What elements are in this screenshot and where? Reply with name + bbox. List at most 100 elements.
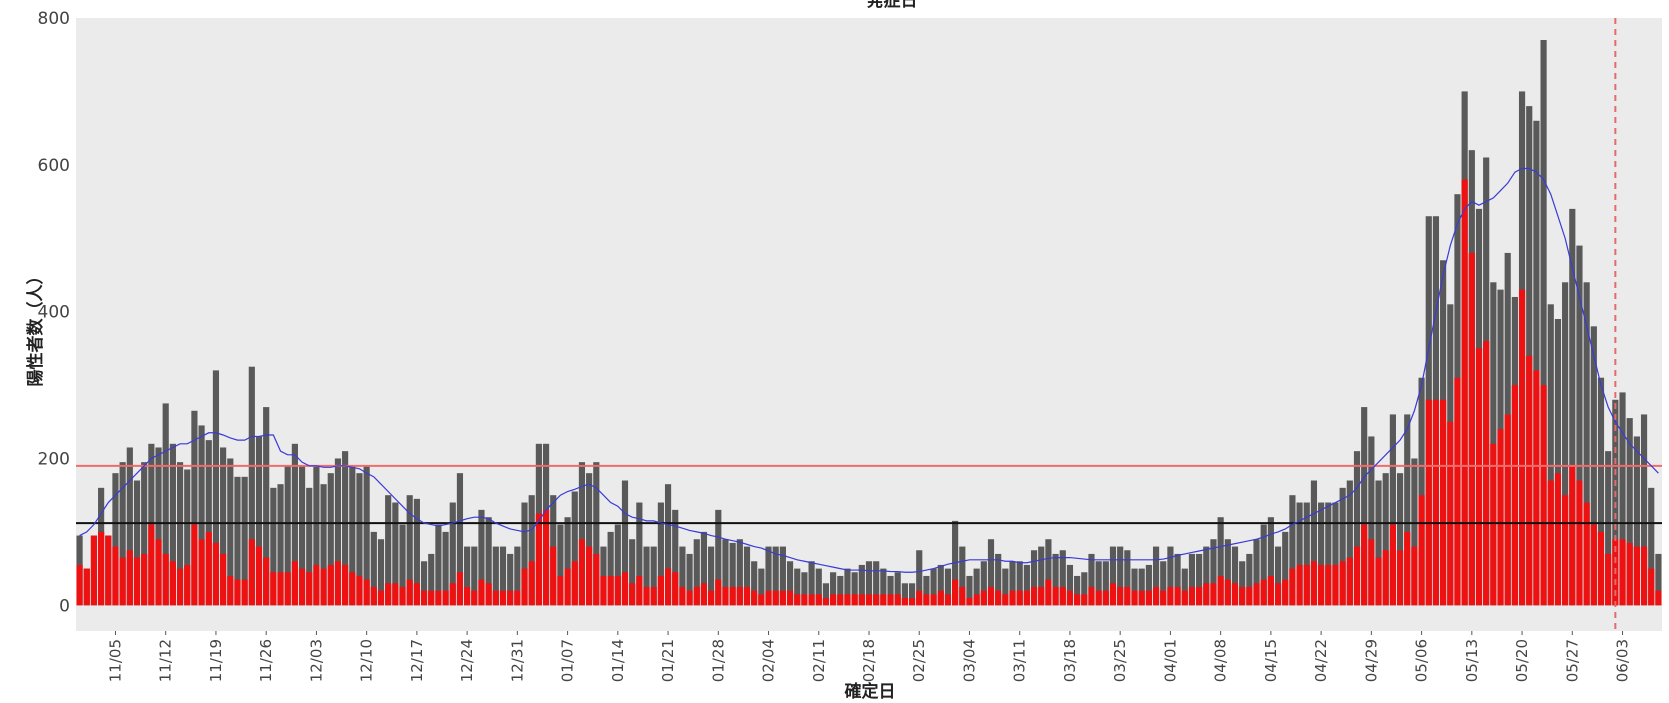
bar-subset <box>636 575 643 606</box>
bar-subset <box>643 586 650 606</box>
bar-subset <box>1353 546 1361 606</box>
bar-subset <box>1655 590 1662 606</box>
bar-total <box>1267 517 1274 606</box>
bar-subset <box>657 575 664 606</box>
bar-subset <box>1016 590 1023 606</box>
bar-subset <box>1547 480 1554 606</box>
bar-total <box>844 568 851 606</box>
bar-subset <box>342 564 349 606</box>
bar-total <box>708 546 715 606</box>
bar-total <box>1648 487 1655 606</box>
bars-subset-series <box>76 179 1662 606</box>
bar-subset <box>1454 377 1461 606</box>
bar-subset <box>1282 579 1289 606</box>
bar-total <box>284 465 291 606</box>
bar-subset <box>1425 399 1432 606</box>
bar-subset <box>1009 590 1016 606</box>
bar-subset <box>1597 531 1605 606</box>
bar-subset <box>1052 586 1059 606</box>
bar-total <box>858 564 865 606</box>
bar-total <box>126 447 133 606</box>
bar-subset <box>1468 252 1475 606</box>
bar-subset <box>629 583 636 606</box>
bar-subset <box>772 590 779 606</box>
bar-total <box>1346 480 1353 606</box>
bar-total <box>786 561 794 606</box>
bar-subset <box>1432 399 1440 606</box>
bar-subset <box>751 590 758 606</box>
bar-subset <box>184 564 191 606</box>
bar-subset <box>385 583 392 606</box>
bar-subset <box>399 586 406 606</box>
bar-total <box>557 524 564 606</box>
bar-total <box>291 443 298 606</box>
bar-subset <box>377 590 385 606</box>
bar-subset <box>1196 586 1203 606</box>
x-tick-label: 04/22 <box>1312 639 1330 682</box>
bar-subset <box>306 572 313 606</box>
bar-subset <box>1267 575 1274 606</box>
bar-subset <box>822 597 830 606</box>
bar-total <box>413 498 420 606</box>
bar-subset <box>743 586 751 606</box>
bar-total <box>930 568 937 606</box>
bar-subset <box>1526 355 1533 606</box>
bar-total <box>112 473 119 606</box>
bar-subset <box>1088 586 1095 606</box>
bar-subset <box>435 590 442 606</box>
bar-subset <box>1109 583 1117 606</box>
bar-subset <box>241 579 248 606</box>
y-tick-label: 600 <box>38 156 70 176</box>
bar-total <box>241 476 248 606</box>
bar-total <box>1030 550 1038 606</box>
y-axis-title: 陽性者数（人） <box>25 268 46 387</box>
bar-subset <box>1411 546 1418 606</box>
bar-subset <box>1059 586 1066 606</box>
bar-total <box>571 491 578 606</box>
bar-subset <box>700 583 708 606</box>
bar-subset <box>722 586 729 606</box>
bar-subset <box>263 557 270 606</box>
bar-subset <box>937 590 944 606</box>
bar-subset <box>105 535 112 606</box>
bar-total <box>1375 480 1382 606</box>
bar-subset <box>1504 414 1511 606</box>
x-tick-label: 04/01 <box>1161 639 1179 682</box>
bar-subset <box>614 575 621 606</box>
bar-subset <box>162 553 169 606</box>
bar-total <box>1224 539 1231 606</box>
bar-subset <box>973 594 980 606</box>
bar-total <box>507 553 514 606</box>
bar-subset <box>1483 341 1490 606</box>
bar-subset <box>248 539 255 606</box>
bar-total <box>1640 414 1648 606</box>
bar-total <box>1576 245 1583 606</box>
bar-total <box>901 583 908 606</box>
bar-total <box>801 572 808 606</box>
bar-subset <box>1605 553 1612 606</box>
bar-subset <box>313 564 320 606</box>
bar-total <box>916 550 923 606</box>
bar-subset <box>1540 385 1547 606</box>
bar-subset <box>1368 539 1375 606</box>
bar-total <box>607 531 614 606</box>
bar-subset <box>930 594 937 606</box>
bar-total <box>464 546 471 606</box>
bar-subset <box>887 594 894 606</box>
bar-total <box>1174 553 1181 606</box>
bar-subset <box>456 572 464 606</box>
bar-total <box>1382 473 1389 606</box>
bar-total <box>263 407 270 606</box>
bar-subset <box>1396 550 1404 606</box>
bar-total <box>499 546 507 606</box>
bar-subset <box>1583 502 1590 606</box>
x-tick-label: 01/21 <box>659 639 677 682</box>
bar-total <box>349 465 356 606</box>
bar-subset <box>1066 590 1074 606</box>
x-tick-label: 12/03 <box>307 639 325 682</box>
bar-total <box>220 447 227 606</box>
bar-subset <box>1174 586 1181 606</box>
x-tick-label: 04/08 <box>1212 639 1230 682</box>
bar-subset <box>485 583 492 606</box>
bar-subset <box>1074 594 1081 606</box>
